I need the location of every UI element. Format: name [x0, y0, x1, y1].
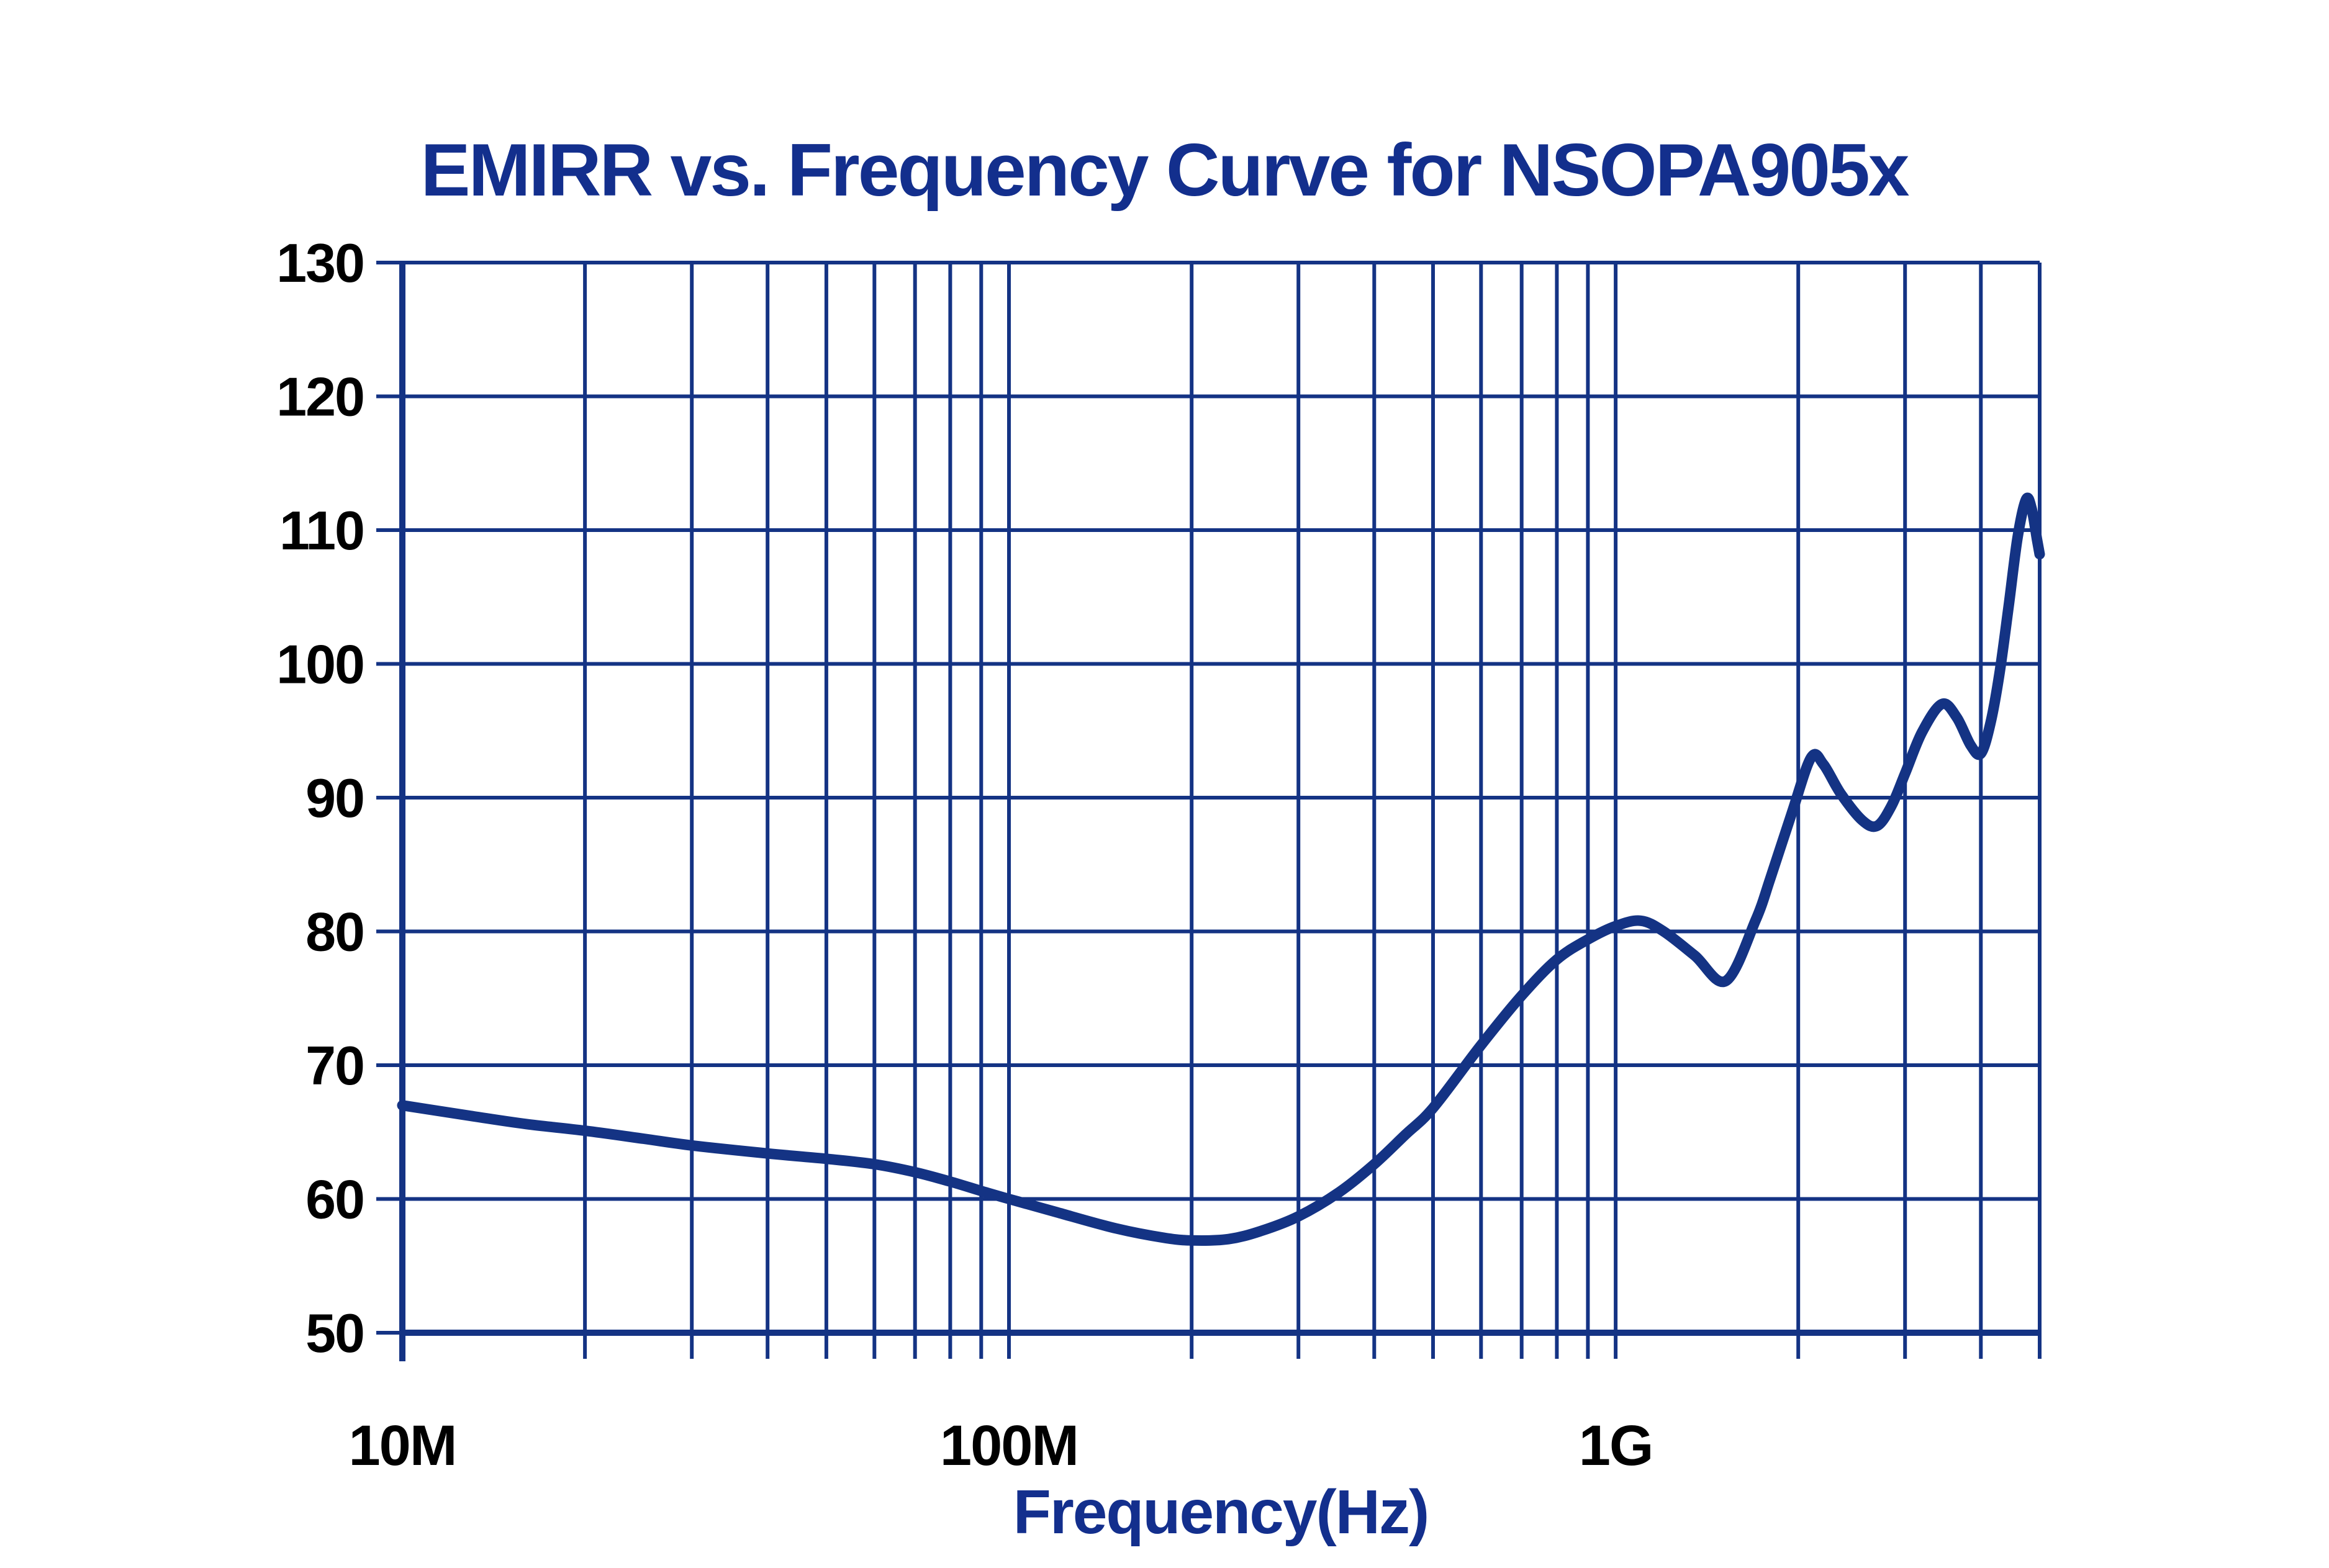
y-tick-label: 70: [305, 1035, 364, 1096]
y-tick-label: 90: [305, 767, 364, 829]
x-tick-label: 100M: [940, 1414, 1078, 1477]
y-tick-label: 100: [276, 633, 364, 695]
y-tick-label: 130: [276, 232, 364, 294]
axis-ticks: [376, 261, 2042, 1359]
y-axis-tick-labels: 50 60 70 80 90 100 110 120 130: [276, 232, 365, 1364]
x-tick-label: 1G: [1579, 1414, 1653, 1477]
y-tick-label: 120: [276, 366, 364, 427]
x-axis-title: Frequency(Hz): [1013, 1477, 1429, 1547]
x-tick-label: 10M: [349, 1414, 456, 1477]
axis-frame: [399, 263, 2040, 1361]
x-axis-tick-labels: 10M 100M 1G: [349, 1414, 1654, 1477]
y-tick-label: 50: [305, 1302, 364, 1364]
chart-title: EMIRR vs. Frequency Curve for NSOPA905x: [421, 128, 1909, 212]
y-tick-label: 60: [305, 1168, 364, 1230]
grid: [400, 261, 2042, 1335]
y-tick-label: 80: [305, 901, 364, 962]
y-tick-label: 110: [279, 500, 364, 561]
emirr-curve: [397, 492, 2045, 1246]
